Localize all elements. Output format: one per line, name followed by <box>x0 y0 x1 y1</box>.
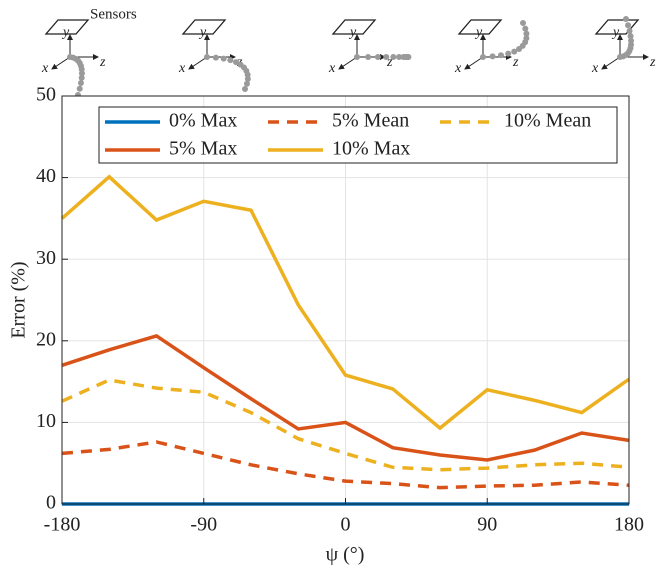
chart: yzxSensorsyzxyzxyzxyzx 01020304050-180-9… <box>0 0 658 575</box>
legend-label: 10% Mean <box>504 110 591 132</box>
axis-label: y <box>348 25 357 40</box>
sensor-dot <box>354 54 360 60</box>
axis-arrow <box>52 57 70 69</box>
y-tick-label: 10 <box>36 410 56 432</box>
sensor-dot <box>78 80 84 86</box>
sensor-dot <box>383 54 389 60</box>
sensor-dot <box>365 54 371 60</box>
axis-label: x <box>591 61 599 76</box>
sensor-dot <box>522 26 528 32</box>
y-axis-label: Error (%) <box>8 261 30 338</box>
sensor-dot <box>204 54 210 60</box>
sensor-dot <box>625 22 631 28</box>
sensor-dot <box>505 51 511 57</box>
x-tick-label: -90 <box>190 514 217 536</box>
y-tick-label: 30 <box>36 247 56 269</box>
y-tick-label: 50 <box>36 84 56 106</box>
sensor-dot <box>490 53 496 59</box>
sensor-dot <box>627 28 633 34</box>
sensor-dot <box>221 56 227 62</box>
sensor-dot <box>242 86 248 92</box>
legend-label: 5% Max <box>169 138 237 160</box>
axis-arrow <box>339 57 357 69</box>
sensors-label: Sensors <box>90 6 137 22</box>
legend-label: 5% Mean <box>332 110 409 132</box>
legend-label: 10% Max <box>332 138 410 160</box>
sensor-dot <box>390 54 396 60</box>
y-tick-label: 40 <box>36 165 56 187</box>
sensor-dot <box>498 52 504 58</box>
axis-label: z <box>99 55 106 70</box>
x-axis-label: ψ (°) <box>326 544 365 566</box>
sensor-dot <box>523 31 529 37</box>
axis-label: x <box>454 61 462 76</box>
sensor-dot <box>520 20 526 26</box>
x-tick-label: 0 <box>341 514 351 536</box>
sensor-dot <box>623 16 629 22</box>
x-tick-label: -180 <box>44 514 81 536</box>
legend: 0% Max 5% Max 5% Mean 10% Max 10% Mean <box>99 107 617 163</box>
legend-label: 0% Max <box>169 110 237 132</box>
axis-arrow <box>465 57 483 69</box>
axis-label: y <box>198 25 207 40</box>
sensor-dot <box>402 54 408 60</box>
sensor-dot <box>79 75 85 81</box>
illustrations: yzxSensorsyzxyzxyzxyzx <box>41 6 656 98</box>
axis-label: x <box>41 61 49 76</box>
axis-label: x <box>178 61 186 76</box>
axis-label: y <box>61 25 70 40</box>
sensor-dot <box>227 57 233 63</box>
x-tick-label: 180 <box>614 514 644 536</box>
sensor-dot <box>244 81 250 87</box>
y-tick-label: 20 <box>36 328 56 350</box>
sensor-dot <box>628 33 634 39</box>
axis-label: z <box>649 55 656 70</box>
axis-arrow <box>602 57 620 69</box>
sensor-dot <box>480 54 486 60</box>
y-tick-label: 0 <box>46 492 56 514</box>
sensor-dot <box>213 55 219 61</box>
x-tick-label: 90 <box>477 514 497 536</box>
sensor-dot <box>375 54 381 60</box>
sensor-dot <box>77 86 83 92</box>
axis-label: y <box>474 25 483 40</box>
axis-label: y <box>611 25 620 40</box>
axis-label: x <box>328 61 336 76</box>
axis-label: z <box>512 55 519 70</box>
axis-arrow <box>189 57 207 69</box>
